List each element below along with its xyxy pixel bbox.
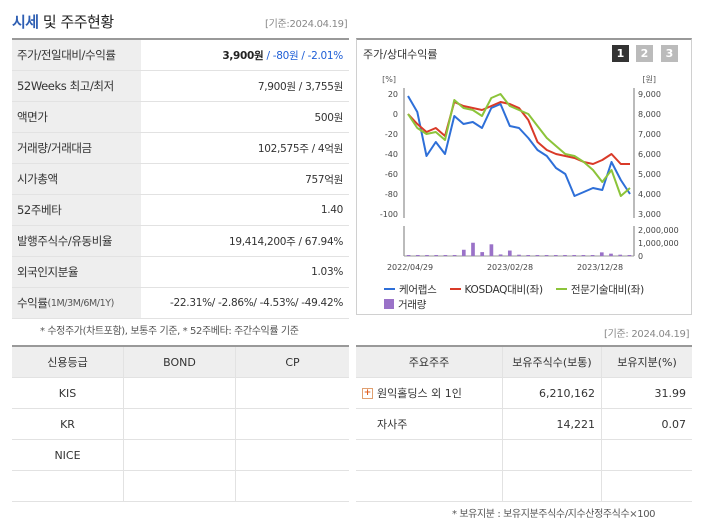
volume-bar [489,244,494,256]
x-tick-label: 2023/12/28 [577,263,623,272]
x-tick-label: 2023/02/28 [487,263,533,272]
left-tick-label: -60 [385,170,398,179]
right-tick-label: 3,000 [638,210,661,219]
table-row: KR [12,409,349,440]
volume-tick-label: 2,000,000 [638,226,679,235]
chart-page-1-button[interactable]: 1 [612,45,629,62]
left-tick-label: -40 [385,150,398,159]
price-value: 3,900원 [222,49,264,62]
volume-bar [480,252,485,256]
market-note: * 수정주가(차트포함), 보통주 기준, * 52주베타: 주간수익률 기준 [40,326,299,337]
row-beta: 52주베타 1.40 [12,195,349,226]
price-chart: [%] [원] 20 0 -20 -40 -60 -80 -100 9,000 8,000 7,000… [380,75,679,272]
right-tick-label: 4,000 [638,190,661,199]
right-tick-label: 9,000 [638,90,661,99]
volume-bar [415,255,420,256]
right-unit-label: [원] [642,75,656,84]
volume-bar [609,253,613,256]
row-52weeks: 52Weeks 최고/최저 7,900원 / 3,755원 [12,71,349,102]
volume-bar [553,255,558,256]
volume-tick-label: 0 [638,252,643,261]
volume-tick-label: 1,000,000 [638,239,679,248]
volume-bar [461,249,466,256]
credit-rating-table: 신용등급 BOND CP KIS KR NICE [12,345,349,502]
right-tick-label: 5,000 [638,170,661,179]
table-header: 신용등급 BOND CP [12,347,349,378]
right-tick-label: 6,000 [638,150,661,159]
market-info-table: 주가/전일대비/수익률 3,900원 / -80원 / -2.01% 52Wee… [12,38,349,319]
volume-bar [452,255,457,256]
right-tick-label: 8,000 [638,110,661,119]
volume-bar [443,255,448,256]
volume-bar [434,255,439,256]
legend-item-carelabs: 케어랩스 [384,282,437,297]
volume-bar [572,255,577,256]
volume-bar [563,255,567,256]
chart-panel [356,38,692,315]
volume-bar [544,255,549,256]
volume-bar [517,254,521,256]
table-row: KIS [12,378,349,409]
chart-page-3-button[interactable]: 3 [661,45,678,62]
chart-title: 주가/상대수익률 [363,48,438,61]
price-change: / -80원 / -2.01% [263,49,343,62]
row-shares: 발행주식수/유동비율 19,414,200주 / 67.94% [12,226,349,257]
volume-bar [406,255,411,256]
series-line-2 [407,93,631,197]
base-date: [기준:2024.04.19] [265,19,348,30]
x-tick-label: 2022/04/29 [387,263,433,272]
volume-bar [599,252,604,256]
row-par-value: 액면가 500원 [12,102,349,133]
expand-plus-icon[interactable]: + [362,387,373,399]
table-row: + 원익홀딩스 외 1인 6,210,162 31.99 [356,378,692,409]
left-tick-label: -20 [385,130,398,139]
volume-bar [471,242,475,256]
volume-bar [581,255,586,256]
volume-bar [425,255,429,256]
left-tick-label: 0 [393,110,398,119]
left-tick-label: -80 [385,190,398,199]
left-unit-label: [%] [382,75,396,84]
volume-bar [535,255,540,256]
left-tick-label: 20 [388,90,398,99]
chart-page-2-button[interactable]: 2 [636,45,653,62]
series-line-0 [407,95,631,197]
chart-legend: 케어랩스 KOSDAQ대비(좌) 전문기술대비(좌) 거래량 [384,281,689,312]
table-row: 자사주 14,221 0.07 [356,409,692,440]
row-market-cap: 시가총액 757억원 [12,164,349,195]
row-price: 주가/전일대비/수익률 3,900원 / -80원 / -2.01% [12,40,349,71]
volume-bar [627,255,632,256]
right-tick-label: 7,000 [638,130,661,139]
row-volume: 거래량/거래대금 102,575주 / 4억원 [12,133,349,164]
left-tick-label: -100 [380,210,398,219]
table-row [356,471,692,502]
legend-item-tech: 전문기술대비(좌) [555,282,644,297]
table-row [12,471,349,502]
shareholders-table: 주요주주 보유주식수(보통) 보유지분(%) + 원익홀딩스 외 1인 6,210… [356,345,692,502]
volume-bar [507,250,512,256]
volume-bar [618,254,623,256]
series-line-1 [407,101,630,165]
volume-bar [526,255,531,256]
row-foreign: 외국인지분율 1.03% [12,257,349,288]
table-header: 주요주주 보유주식수(보통) 보유지분(%) [356,347,692,378]
table-row: NICE [12,440,349,471]
chart-base-date: [기준: 2024.04.19] [604,329,690,340]
table-row [356,440,692,471]
volume-bar [498,254,503,256]
volume-bar [590,255,595,256]
row-return: 수익률 (1M/3M/6M/1Y) -22.31%/ -2.86%/ -4.53… [12,288,349,319]
legend-item-kosdaq: KOSDAQ대비(좌) [449,282,543,297]
legend-item-volume: 거래량 [384,297,426,312]
section-title: 시세 및 주주현황 [12,13,114,31]
holders-note: * 보유지분 : 보유지분주식수/지수산정주식수×100 [452,509,656,520]
